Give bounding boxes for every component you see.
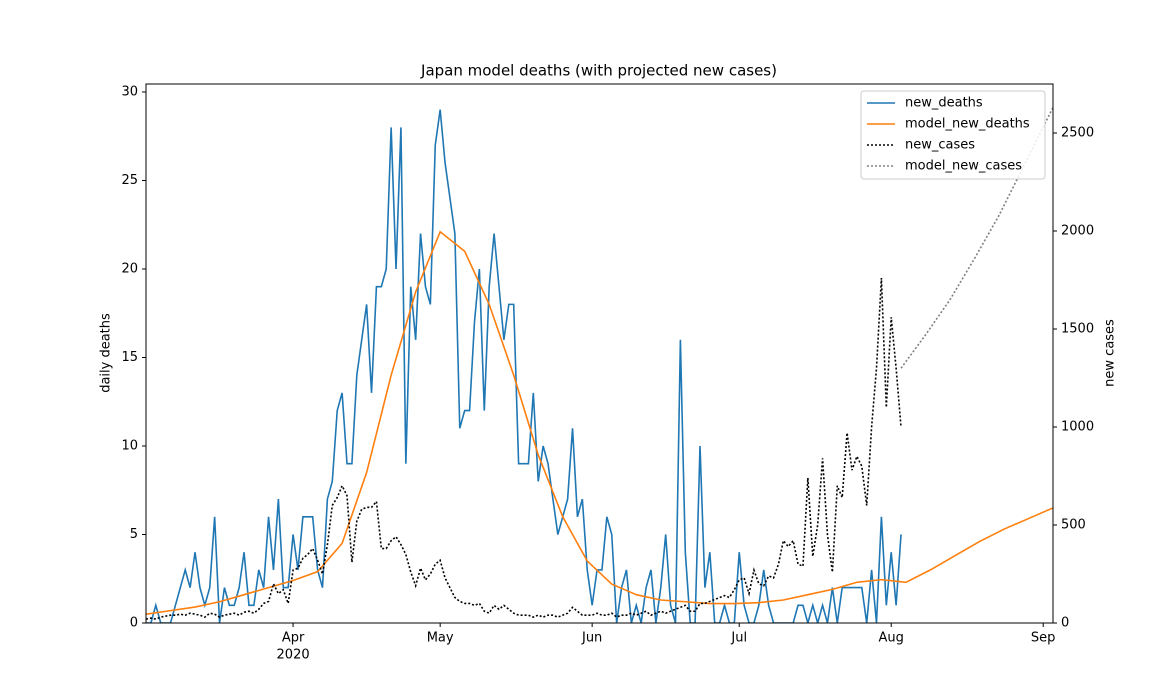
y2-tick-label: 1500 (1061, 322, 1094, 337)
y-tick-label: 5 (130, 527, 138, 542)
legend-label: model_new_deaths (905, 117, 1030, 132)
x-tick-sublabel: 2020 (277, 648, 310, 663)
y2-axis-label: new cases (1103, 319, 1118, 387)
y-tick-label: 0 (130, 616, 138, 631)
x-tick-label: May (427, 631, 454, 646)
legend-label: model_new_cases (905, 159, 1022, 174)
y-tick-label: 10 (121, 438, 138, 453)
y-axis-label: daily deaths (99, 313, 114, 393)
y2-tick-label: 1000 (1061, 420, 1094, 435)
series-line (146, 277, 902, 620)
legend-label: new_cases (905, 138, 975, 153)
y-tick-label: 25 (121, 173, 138, 188)
x-tick-label: Sep (1031, 631, 1056, 646)
plot-frame (145, 83, 1054, 624)
x-tick-label: Aug (879, 631, 904, 646)
series-line (146, 230, 1053, 615)
legend-box (860, 90, 1046, 180)
y-tick-label: 20 (121, 261, 138, 276)
series-line (146, 109, 902, 623)
x-tick-label: Jun (581, 631, 602, 646)
x-tick-label: Jul (730, 631, 747, 646)
y2-tick-label: 2500 (1061, 126, 1094, 141)
x-tick-label: Apr (282, 631, 305, 646)
y2-tick-label: 0 (1061, 616, 1069, 631)
chart-title: Japan model deaths (with projected new c… (420, 62, 777, 80)
y2-tick-label: 500 (1061, 518, 1086, 533)
y-tick-label: 15 (121, 350, 138, 365)
y-tick-label: 30 (121, 84, 138, 99)
y2-tick-label: 2000 (1061, 224, 1094, 239)
legend-label: new_deaths (905, 96, 983, 111)
